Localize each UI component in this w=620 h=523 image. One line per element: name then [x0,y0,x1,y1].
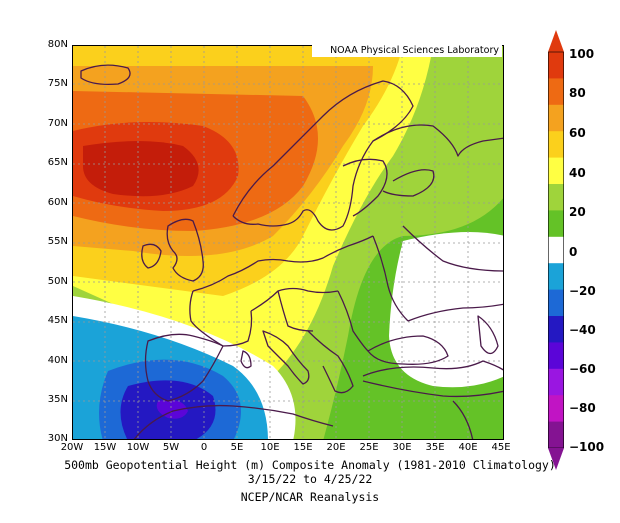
anomaly-140-region [83,141,199,197]
colorbar-label: 0 [569,245,578,259]
colorbar-segment [548,289,564,317]
colorbar-label: 40 [569,166,586,180]
lon-label: 30E [392,442,412,453]
colorbar-segment [548,210,564,238]
lat-label: 70N [47,118,68,129]
coastlines [80,64,503,439]
grid-lines [73,46,503,439]
caption-source: NCEP/NCAR Reanalysis [240,490,380,504]
lon-label: 10W [126,442,150,453]
colorbar-segment [548,157,564,185]
lon-label: 20E [326,442,346,453]
colorbar-label: 100 [569,47,595,61]
colorbar-label: −40 [569,323,596,337]
lat-label: 80N [47,39,68,50]
lon-label: 5E [230,442,244,453]
colorbar-segment [548,421,564,449]
lon-label: 25E [359,442,379,453]
caption-title: 500mb Geopotential Height (m) Composite … [64,458,556,472]
colorbar-label: −100 [569,440,605,454]
credit-label: NOAA Physical Sciences Laboratory [312,44,502,57]
lat-label: 50N [47,276,68,287]
colorbar-segment [548,342,564,370]
lon-label: 40E [458,442,478,453]
lon-label: 15W [93,442,117,453]
lon-label: 5W [162,442,180,453]
colorbar-segment [548,236,564,264]
colorbar-segment [548,52,564,79]
colorbar-segment [548,395,564,423]
lat-label: 40N [47,355,68,366]
colorbar-label: −20 [569,284,596,298]
lon-label: 15E [293,442,313,453]
colorbar-label: 60 [569,126,586,140]
anomaly-neg80-region [156,399,188,419]
colorbar-segment [548,184,564,211]
colorbar-segment [548,78,564,106]
colorbar-top-arrow [548,30,564,52]
colorbar-segment [548,104,564,132]
colorbar-label: 80 [569,86,586,100]
colorbar-segment [548,368,564,396]
lon-label: 0 [200,442,208,453]
lon-label: 35E [425,442,445,453]
lat-label: 35N [47,394,68,405]
colorbar-label: 20 [569,205,586,219]
colorbar-segment [548,131,564,159]
lat-label: 60N [47,197,68,208]
colorbar-bottom-arrow [548,448,564,470]
lon-label: 45E [491,442,511,453]
colorbar-label: −80 [569,401,596,415]
lat-label: 75N [47,78,68,89]
caption-dates: 3/15/22 to 4/25/22 [247,472,373,486]
lat-label: 55N [47,236,68,247]
anomaly-map [72,45,504,440]
colorbar-segment [548,263,564,291]
lat-label: 45N [47,315,68,326]
colorbar-label: −60 [569,362,596,376]
colorbar [548,30,564,470]
lat-label: 65N [47,157,68,168]
zero-anomaly-east [389,232,503,388]
lon-label: 20W [60,442,84,453]
lon-label: 10E [260,442,280,453]
lat-label: 30N [47,433,68,444]
colorbar-segment [548,316,564,343]
